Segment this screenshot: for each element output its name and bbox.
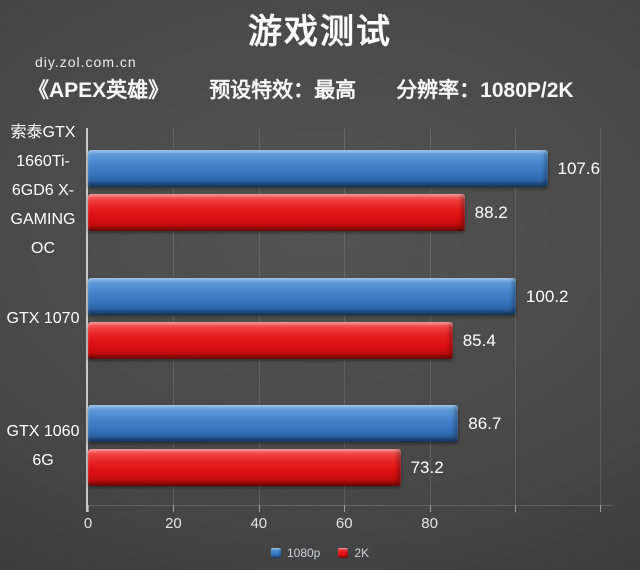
value-label: 85.4 bbox=[462, 330, 496, 350]
value-label: 86.7 bbox=[468, 413, 502, 433]
x-tick-label: 20 bbox=[165, 515, 182, 532]
chart-legend: 1080p 2K bbox=[0, 546, 640, 560]
axis-tick bbox=[344, 505, 346, 512]
legend-swatch-2k bbox=[338, 548, 349, 558]
gridline bbox=[258, 128, 260, 505]
x-tick-label: 60 bbox=[335, 515, 353, 532]
game-name: 《APEX英雄》 bbox=[28, 79, 170, 102]
gridline bbox=[173, 128, 175, 505]
category-label: GTX 1060 6G bbox=[6, 422, 80, 469]
x-tick-label: 40 bbox=[250, 515, 268, 532]
legend-label: 2K bbox=[354, 546, 370, 560]
x-tick-label: 0 bbox=[83, 515, 93, 532]
axis-tick bbox=[88, 505, 89, 512]
category-label: 索泰GTX 1660Ti-6GD6 X-GAMING OC bbox=[10, 124, 76, 257]
site-watermark: diy.zol.com.cn bbox=[35, 54, 137, 70]
legend-item: 2K bbox=[338, 546, 369, 560]
axis-tick bbox=[600, 505, 602, 512]
x-tick-label: 80 bbox=[421, 515, 438, 532]
y-axis-line bbox=[86, 128, 88, 512]
x-axis-baseline bbox=[86, 505, 612, 506]
axis-tick bbox=[173, 505, 175, 512]
page-title: 游戏测试 bbox=[248, 13, 392, 51]
chart-subtitle: 《APEX英雄》 预设特效：最高 分辨率：1080P/2K bbox=[28, 74, 574, 104]
bar-2k bbox=[88, 194, 465, 231]
bar-1080p bbox=[88, 405, 459, 442]
value-label: 88.2 bbox=[474, 202, 508, 222]
axis-tick bbox=[258, 505, 260, 512]
value-label: 73.2 bbox=[410, 457, 444, 477]
value-label: 100.2 bbox=[525, 286, 569, 306]
bar-1080p bbox=[88, 150, 548, 187]
preset-setting: 预设特效：最高 bbox=[209, 79, 357, 102]
axis-tick bbox=[429, 505, 431, 512]
legend-item: 1080p bbox=[270, 546, 321, 560]
bar-chart-plot: 0 20 40 60 80 107.6 88.2 100.2 85.4 86.7 73.2 bbox=[84, 128, 612, 532]
gridline bbox=[344, 128, 346, 505]
legend-label: 1080p bbox=[286, 546, 321, 560]
gridline bbox=[515, 128, 517, 505]
bar-2k bbox=[88, 449, 401, 486]
gridline bbox=[600, 128, 602, 505]
value-label: 107.6 bbox=[557, 158, 601, 178]
bar-1080p bbox=[88, 278, 516, 315]
bar-2k bbox=[88, 322, 453, 359]
axis-tick bbox=[515, 505, 517, 512]
category-label: GTX 1070 bbox=[6, 310, 80, 327]
gridline bbox=[429, 128, 431, 505]
legend-swatch-1080p bbox=[270, 548, 281, 558]
resolution-setting: 分辨率：1080P/2K bbox=[396, 79, 574, 102]
category-axis: 索泰GTX 1660Ti-6GD6 X-GAMING OC GTX 1070 GTX… bbox=[0, 124, 86, 505]
